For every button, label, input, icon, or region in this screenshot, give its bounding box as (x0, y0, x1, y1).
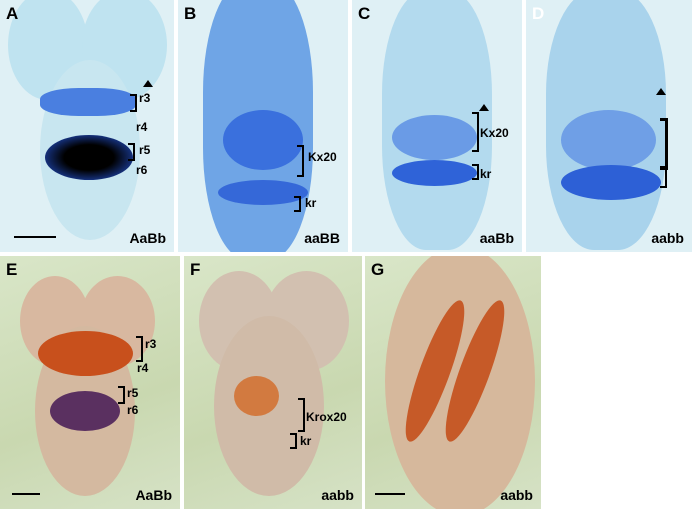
label: r4 (137, 361, 149, 375)
panel-a: A r3 r4 r5 r6 AaBb (0, 0, 174, 252)
genotype-label: aabb (321, 487, 354, 503)
genotype-label: aaBb (479, 230, 514, 246)
panel-letter: A (6, 4, 19, 23)
panel-letter: B (184, 4, 197, 23)
genotype-label: aaBB (304, 230, 340, 246)
label: Krox20 (306, 410, 347, 424)
label: Kx20 (480, 126, 509, 140)
panel-letter: E (6, 260, 18, 279)
label: r3 (139, 91, 151, 105)
label: r3 (145, 337, 157, 351)
label: kr (300, 434, 312, 448)
label: Kx20 (308, 150, 337, 164)
label: kr (480, 167, 492, 181)
panel-c: C Kx20 kr aaBb (352, 0, 522, 252)
panel-letter: F (190, 260, 201, 279)
panel-letter: G (371, 260, 385, 279)
label: r6 (127, 403, 139, 417)
panel-g: G aabb (365, 256, 541, 509)
panel-e: E r3 r4 r5 r6 AaBb (0, 256, 180, 509)
label: r6 (136, 163, 148, 177)
panel-letter: C (358, 4, 371, 23)
genotype-label: aabb (500, 487, 533, 503)
genotype-label: AaBb (129, 230, 166, 246)
panel-f: F Krox20 kr aabb (184, 256, 362, 509)
label: r5 (127, 386, 139, 400)
label: r5 (139, 143, 151, 157)
panel-b: B Kx20 kr aaBB (178, 0, 348, 252)
panel-d: D aabb (526, 0, 692, 252)
label: kr (305, 196, 317, 210)
genotype-label: AaBb (135, 487, 172, 503)
label: r4 (136, 120, 148, 134)
panel-letter: D (532, 4, 545, 23)
genotype-label: aabb (651, 230, 684, 246)
